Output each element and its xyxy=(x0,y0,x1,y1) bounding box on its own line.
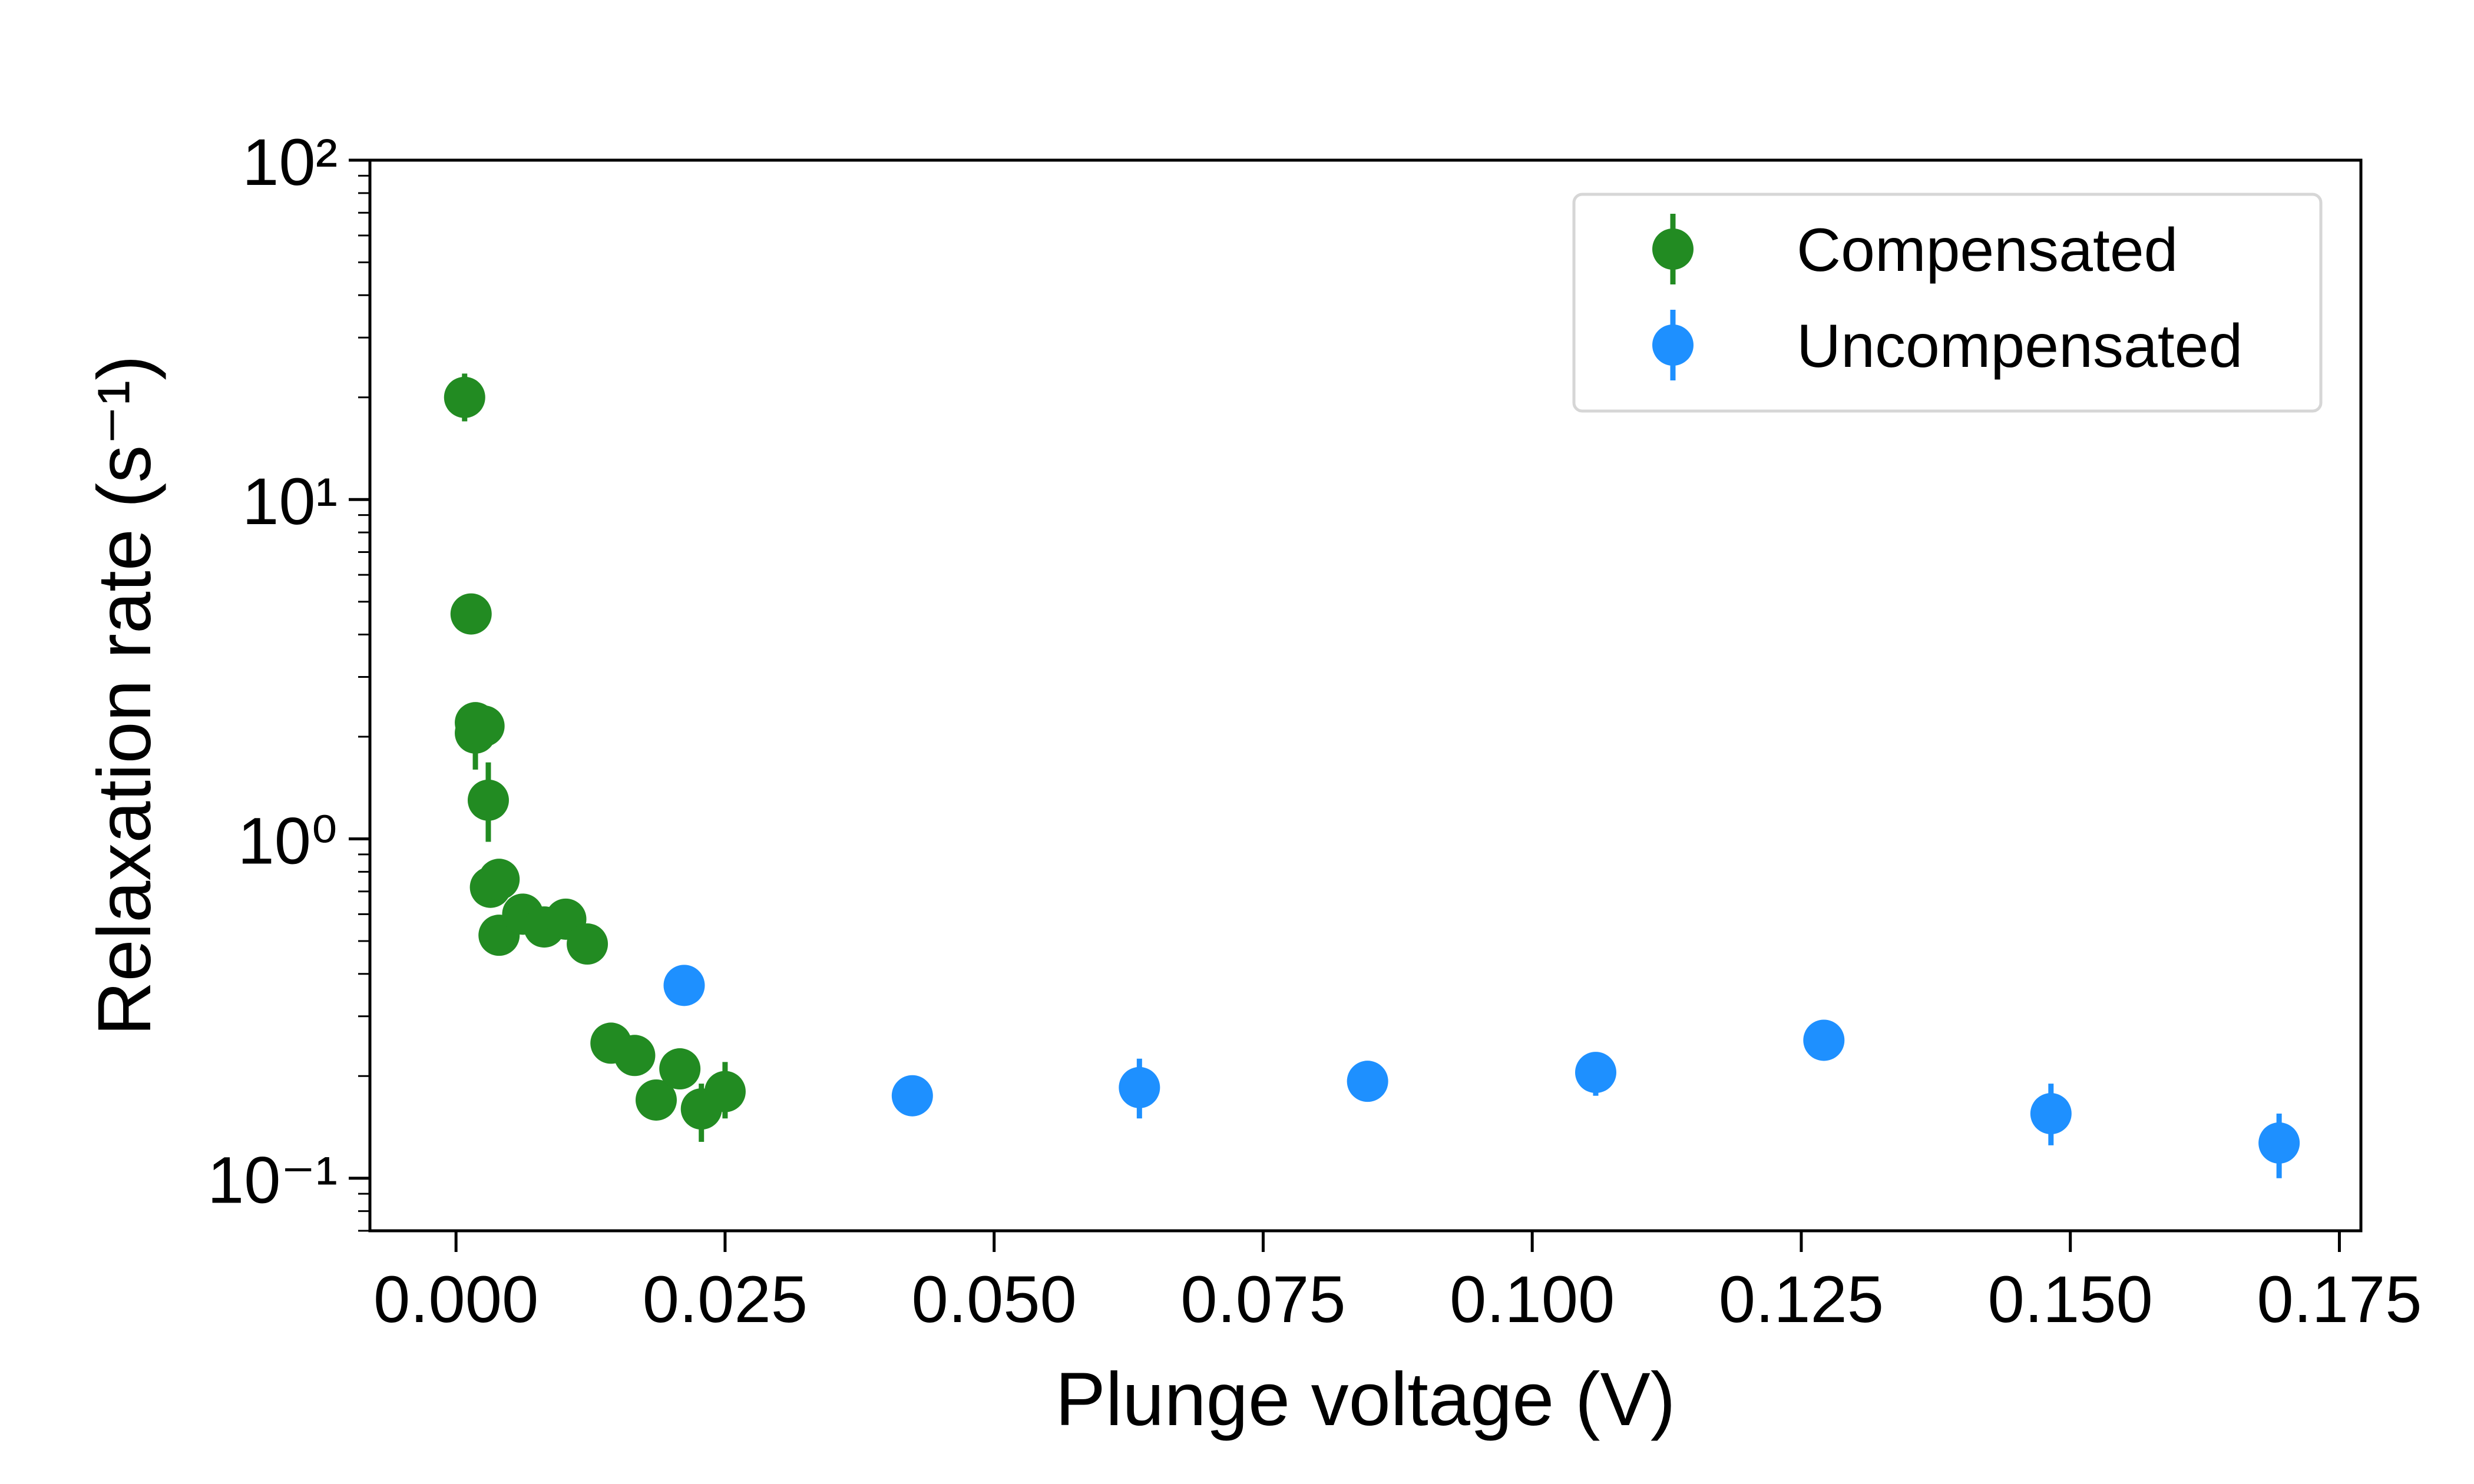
uncompensated-point xyxy=(1119,1066,1160,1108)
y-tick-label: 10¹ xyxy=(242,465,338,538)
compensated-legend-marker xyxy=(1652,228,1694,270)
legend: Compensated Uncompensated xyxy=(1572,193,2323,413)
compensated-point xyxy=(463,705,505,747)
compensated-legend-label: Compensated xyxy=(1797,216,2178,284)
y-axis-label: Relaxation rate (s⁻¹) xyxy=(82,355,167,1036)
compensated-point xyxy=(444,376,485,418)
compensated-point xyxy=(635,1079,677,1121)
uncompensated-point xyxy=(891,1075,933,1117)
x-tick-label: 0.075 xyxy=(1180,1263,1345,1336)
uncompensated-point xyxy=(2030,1093,2072,1135)
x-tick-label: 0.000 xyxy=(373,1263,538,1336)
uncompensated-point xyxy=(2258,1122,2300,1164)
y-tick-label: 10⁻¹ xyxy=(207,1144,338,1217)
uncompensated-legend-label: Uncompensated xyxy=(1797,312,2243,380)
x-tick-label: 0.100 xyxy=(1450,1263,1615,1336)
compensated-point xyxy=(614,1035,656,1076)
x-tick-label: 0.150 xyxy=(1988,1263,2153,1336)
uncompensated-point xyxy=(1803,1019,1845,1061)
data-points xyxy=(444,376,2300,1164)
compensated-point xyxy=(450,593,492,635)
uncompensated-point xyxy=(1347,1061,1388,1102)
y-tick-label: 10² xyxy=(242,125,338,199)
x-tick-label: 0.125 xyxy=(1719,1263,1884,1336)
x-axis-ticks: 0.000 0.025 0.050 0.075 0.100 0.125 0.150 0.175 xyxy=(373,1231,2422,1336)
compensated-point xyxy=(478,859,520,900)
legend-box xyxy=(1572,193,2323,413)
x-axis-label: Plunge voltage (V) xyxy=(1055,1357,1675,1442)
uncompensated-point xyxy=(663,965,705,1006)
uncompensated-legend-marker xyxy=(1652,324,1694,366)
x-tick-label: 0.175 xyxy=(2257,1263,2422,1336)
x-tick-label: 0.050 xyxy=(912,1263,1077,1336)
x-tick-label: 0.025 xyxy=(643,1263,808,1336)
compensated-point xyxy=(567,923,608,965)
legend-entries: Compensated Uncompensated xyxy=(1652,214,2243,380)
compensated-point xyxy=(659,1048,701,1090)
y-axis-ticks: 10⁻¹ 10⁰ 10¹ 10² xyxy=(207,125,370,1232)
y-tick-label: 10⁰ xyxy=(238,804,338,877)
uncompensated-point xyxy=(1575,1052,1616,1094)
compensated-point xyxy=(467,779,509,821)
compensated-point xyxy=(704,1071,746,1112)
plot-frame xyxy=(368,158,2363,1233)
